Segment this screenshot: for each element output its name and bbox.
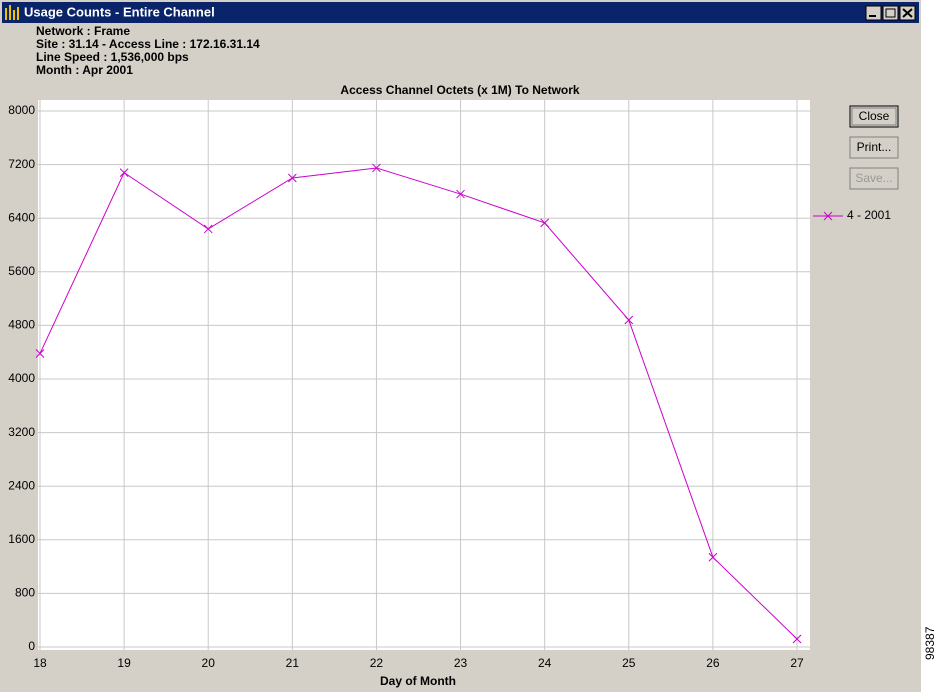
window-controls[interactable]: [865, 5, 916, 21]
button-label[interactable]: Print...: [857, 140, 892, 154]
x-tick-label: 23: [454, 656, 468, 670]
x-tick-label: 25: [622, 656, 636, 670]
x-tick-label: 27: [790, 656, 804, 670]
save-button: Save...: [849, 167, 899, 190]
x-tick-label: 19: [117, 656, 131, 670]
data-point: [372, 163, 381, 173]
info-line: Network : Frame: [36, 24, 130, 38]
x-tick-label: 26: [706, 656, 720, 670]
legend-label: 4 - 2001: [847, 208, 891, 222]
y-tick-label: 800: [15, 586, 35, 600]
maximize-button[interactable]: [882, 5, 899, 21]
x-tick-label: 21: [286, 656, 300, 670]
data-line: [39, 167, 798, 640]
x-tick-label: 18: [33, 656, 47, 670]
y-tick-label: 3200: [8, 425, 35, 439]
x-axis-label: Day of Month: [380, 674, 456, 688]
title-bar: [2, 2, 919, 23]
data-point: [540, 218, 550, 228]
info-line: Month : Apr 2001: [36, 63, 133, 77]
plot-area: [38, 100, 810, 650]
window-title: Usage Counts - Entire Channel: [24, 4, 215, 19]
info-line: Line Speed : 1,536,000 bps: [36, 50, 189, 64]
x-tick-label: 22: [370, 656, 384, 670]
data-point: [624, 315, 634, 325]
close-button[interactable]: Close: [849, 105, 899, 128]
app-icon: [5, 5, 19, 20]
data-point: [708, 552, 718, 562]
y-tick-label: 8000: [8, 103, 35, 117]
print-button[interactable]: Print...: [849, 136, 899, 159]
data-point: [35, 349, 45, 358]
button-label[interactable]: Close: [859, 109, 890, 123]
y-tick-label: 7200: [8, 157, 35, 171]
legend-marker: [823, 211, 833, 221]
y-tick-label: 1600: [8, 532, 35, 546]
figure-id: 98387: [923, 626, 937, 660]
data-point: [792, 634, 802, 644]
x-tick-label: 20: [202, 656, 216, 670]
y-tick-label: 2400: [8, 478, 35, 492]
info-line: Site : 31.14 - Access Line : 172.16.31.1…: [36, 37, 260, 51]
y-tick-label: 5600: [8, 264, 35, 278]
data-point: [456, 189, 465, 199]
y-tick-label: 4800: [8, 318, 35, 332]
button-label: Save...: [855, 171, 892, 185]
chart-title: Access Channel Octets (x 1M) To Network: [340, 83, 580, 97]
data-point: [287, 173, 297, 183]
y-tick-label: 0: [28, 639, 35, 653]
data-point: [119, 168, 129, 177]
data-point: [203, 224, 213, 234]
y-tick-label: 4000: [8, 371, 35, 385]
y-tick-label: 6400: [8, 210, 35, 224]
x-tick-label: 24: [538, 656, 552, 670]
minimize-button[interactable]: [865, 5, 882, 21]
